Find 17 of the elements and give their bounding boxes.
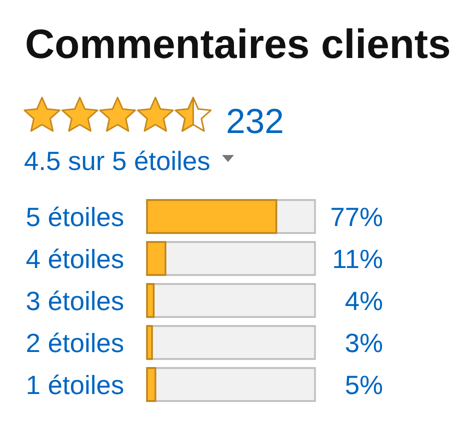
y-tick-label: 5 étoiles [26, 206, 124, 226]
bar [146, 325, 153, 360]
data-label: 4% [345, 292, 382, 310]
chart-title: Commentaires clients [26, 28, 450, 58]
data-label: 5% [346, 376, 382, 394]
y-tick-label: 2 étoiles [27, 332, 124, 352]
y-tick-label: 3 étoiles [26, 290, 124, 310]
data-label: 77% [332, 208, 382, 226]
bar [146, 367, 156, 402]
y-tick-label: 4 étoiles [26, 248, 124, 268]
data-label: 3% [346, 334, 382, 352]
text: 232 [228, 108, 282, 134]
bar [146, 283, 155, 318]
bar [146, 241, 166, 276]
data-label: 11% [334, 250, 382, 268]
y-tick-label: 1 étoiles [28, 374, 124, 394]
text: 4.5 sur 5 étoiles [24, 150, 210, 170]
